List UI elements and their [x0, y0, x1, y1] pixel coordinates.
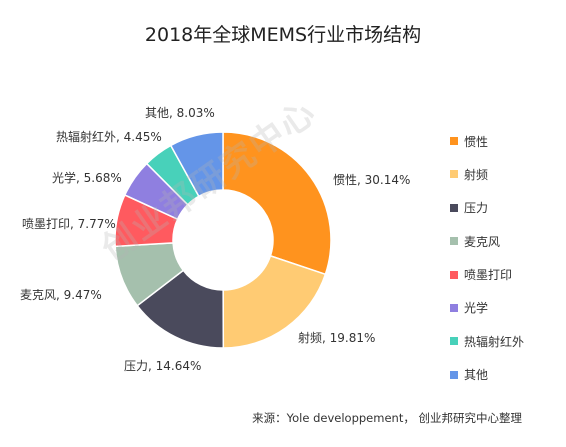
legend: 惯性射频压力麦克风喷墨打印光学热辐射红外其他 — [450, 130, 524, 397]
slice-data-label: 光学, 5.68% — [52, 170, 122, 185]
slice-data-label: 压力, 14.64% — [124, 359, 201, 373]
donut-slices — [114, 131, 332, 349]
legend-item: 热辐射红外 — [450, 330, 524, 352]
donut-slice — [169, 131, 224, 198]
slice-data-label: 射频, 19.81% — [298, 330, 375, 345]
slice-data-label: 其他, 8.03% — [145, 106, 215, 120]
legend-item: 惯性 — [450, 130, 524, 152]
legend-swatch — [450, 137, 458, 145]
legend-label: 惯性 — [464, 134, 489, 149]
legend-swatch — [450, 203, 458, 212]
slice-data-label: 麦克风, 9.47% — [20, 288, 102, 302]
legend-swatch — [450, 270, 458, 279]
legend-item: 麦克风 — [450, 230, 524, 252]
legend-swatch — [450, 170, 458, 179]
legend-item: 喷墨打印 — [450, 264, 524, 286]
source-note: 来源：Yole developpement， 创业邦研究中心整理 — [252, 411, 522, 425]
legend-label: 其他 — [464, 368, 489, 383]
legend-label: 喷墨打印 — [464, 268, 513, 283]
legend-swatch — [450, 303, 458, 312]
slice-data-label: 热辐射红外, 4.45% — [56, 129, 162, 144]
donut-slice — [222, 131, 332, 276]
legend-label: 射频 — [464, 167, 489, 182]
legend-label: 压力 — [464, 201, 489, 216]
legend-item: 压力 — [450, 197, 524, 219]
donut-slice — [222, 254, 327, 349]
legend-swatch — [450, 370, 458, 379]
legend-item: 射频 — [450, 163, 524, 185]
legend-item: 其他 — [450, 364, 524, 386]
slice-data-label: 惯性, 30.14% — [333, 172, 410, 187]
legend-label: 麦克风 — [464, 234, 501, 249]
legend-label: 光学 — [464, 301, 489, 316]
legend-item: 光学 — [450, 297, 524, 319]
legend-swatch — [450, 237, 458, 246]
slice-labels: 惯性, 30.14% 射频, 19.81% 压力, 14.64% 麦克风, 9.47%… — [20, 106, 410, 373]
slice-data-label: 喷墨打印, 7.77% — [22, 217, 116, 231]
legend-swatch — [450, 337, 458, 346]
chart-title: 2018年全球MEMS行业市场结构 — [144, 24, 422, 46]
legend-label: 热辐射红外 — [464, 334, 525, 349]
